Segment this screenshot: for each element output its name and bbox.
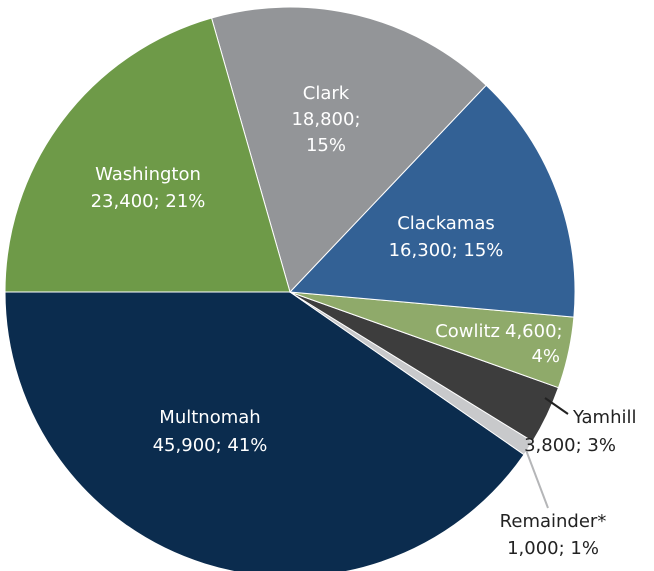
value-label: 45,900; 41%: [153, 435, 268, 456]
slice-label: Remainder*: [500, 511, 607, 532]
slice-label: Cowlitz: [435, 321, 500, 342]
leader-line: [544, 397, 569, 415]
slice-label: Clackamas: [397, 213, 495, 234]
slice-label: Clark: [303, 83, 350, 104]
value-label: 15%: [306, 135, 346, 156]
value-label: 3,800; 3%: [524, 435, 616, 456]
value-label: 18,800;: [291, 109, 360, 130]
value-label: 4%: [531, 346, 560, 367]
slice-label: Washington: [95, 164, 201, 185]
pie-slice: [210, 6, 487, 293]
slice-label: Yamhill: [572, 407, 637, 428]
value-label: 23,400; 21%: [91, 191, 206, 212]
pie-slice: [4, 291, 525, 571]
value-label: 16,300; 15%: [389, 240, 504, 261]
slice-label: Multnomah: [159, 407, 260, 428]
pie-slice: [288, 84, 576, 318]
pie-slice: [4, 17, 291, 293]
leader-line: [525, 449, 549, 509]
value-label: 1,000; 1%: [507, 538, 599, 559]
value-label: 4,600;: [505, 321, 563, 342]
